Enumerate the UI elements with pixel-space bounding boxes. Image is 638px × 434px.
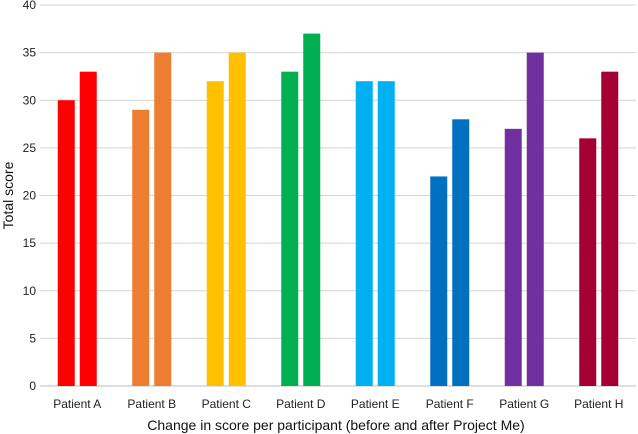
x-tick-label: Patient B	[127, 397, 176, 411]
bar-patient-c-before	[206, 81, 224, 386]
bar-patient-f-before	[430, 176, 448, 386]
x-tick-label: Patient E	[351, 397, 400, 411]
bar-patient-d-after	[303, 33, 321, 386]
x-tick-label: Patient C	[202, 397, 252, 411]
bar-patient-g-after	[526, 52, 544, 386]
bar-patient-h-before	[579, 138, 597, 386]
x-tick-label: Patient D	[276, 397, 326, 411]
bar-patient-d-before	[281, 71, 299, 387]
y-tick-label: 5	[29, 331, 36, 345]
y-axis-title: Total score	[0, 161, 16, 229]
grid-lines	[40, 4, 636, 387]
bar-patient-e-after	[377, 81, 395, 386]
bar-patient-b-after	[154, 52, 172, 386]
bars	[57, 33, 619, 387]
bar-patient-a-after	[79, 71, 97, 387]
bar-patient-c-after	[228, 52, 246, 386]
y-axis-ticks: 0 5 10 15 20 25 30 35 40	[23, 0, 37, 393]
y-tick-label: 10	[23, 284, 37, 298]
bar-patient-g-before	[504, 128, 522, 386]
y-tick-label: 40	[23, 0, 37, 12]
x-axis-title: Change in score per participant (before …	[147, 417, 524, 433]
y-tick-label: 0	[29, 379, 36, 393]
y-tick-label: 15	[23, 236, 37, 250]
x-tick-label: Patient A	[53, 397, 101, 411]
x-axis-ticks: Patient A Patient B Patient C Patient D Pati…	[53, 397, 623, 411]
bar-patient-e-before	[355, 81, 373, 386]
bar-patient-f-after	[452, 119, 470, 387]
bar-patient-a-before	[57, 100, 75, 386]
y-tick-label: 20	[23, 189, 37, 203]
bar-patient-h-after	[601, 71, 619, 387]
x-tick-label: Patient F	[426, 397, 474, 411]
bar-patient-b-before	[132, 109, 150, 387]
y-tick-label: 25	[23, 141, 37, 155]
x-tick-label: Patient H	[574, 397, 623, 411]
x-tick-label: Patient G	[499, 397, 549, 411]
y-tick-label: 30	[23, 93, 37, 107]
y-tick-label: 35	[23, 46, 37, 60]
